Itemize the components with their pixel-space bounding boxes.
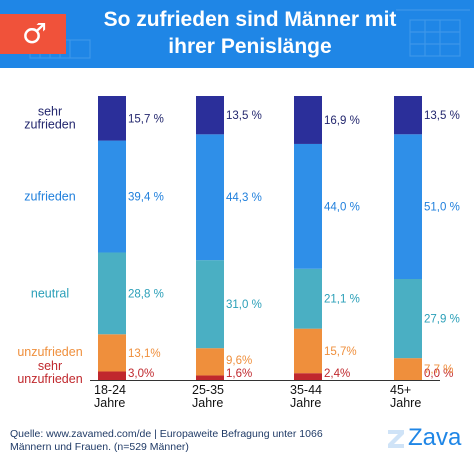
- value-label: 13,5 %: [226, 110, 262, 122]
- bar-segment: [294, 143, 322, 269]
- value-label: 15,7%: [324, 346, 357, 358]
- x-tick-label: Jahre: [94, 396, 125, 410]
- bar-segment: [196, 348, 224, 376]
- value-label: 13,5 %: [424, 110, 460, 122]
- x-tick-label: Jahre: [290, 396, 321, 410]
- bar-segment: [394, 278, 422, 359]
- title-line-2: ihrer Penislänge: [168, 35, 332, 58]
- value-label: 39,4 %: [128, 192, 164, 204]
- bar-segment: [294, 96, 322, 144]
- value-label: 9,6%: [226, 355, 252, 367]
- value-label: 44,3 %: [226, 192, 262, 204]
- bar-segment: [294, 373, 322, 380]
- header-decoration: [29, 9, 470, 59]
- x-tick-label: 45+: [390, 383, 411, 397]
- source-line-2: Männern und Frauen. (n=529 Männer): [10, 441, 189, 453]
- value-label: 3,0%: [128, 368, 154, 380]
- series-label: unzufrieden: [17, 372, 82, 386]
- bar-segment: [98, 371, 126, 380]
- series-label: sehr: [38, 359, 62, 373]
- series-label: sehr: [38, 104, 62, 118]
- series-label: zufrieden: [24, 117, 75, 131]
- value-label: 27,9 %: [424, 314, 460, 326]
- value-label: 51,0 %: [424, 202, 460, 214]
- x-tick-label: 18-24: [94, 383, 126, 397]
- zava-logo: Zava: [386, 424, 464, 452]
- page-title: So zufrieden sind Männer mit ihrer Penis…: [70, 6, 430, 60]
- value-label: 28,8 %: [128, 288, 164, 300]
- series-label: zufrieden: [24, 190, 75, 204]
- bar-segment: [196, 96, 224, 135]
- bar-segment: [98, 334, 126, 372]
- male-badge: ♂: [0, 14, 66, 54]
- bar-segment: [196, 375, 224, 380]
- value-label: 44,0 %: [324, 201, 360, 213]
- value-label: 15,7 %: [128, 113, 164, 125]
- series-label: neutral: [31, 286, 69, 300]
- value-label: 0,0 %: [424, 368, 453, 380]
- bar-segment: [394, 96, 422, 135]
- bar-segment: [394, 134, 422, 279]
- series-label: unzufrieden: [17, 345, 82, 359]
- value-label: 1,6%: [226, 368, 252, 380]
- zava-logo-mark-icon: [388, 430, 404, 448]
- x-tick-label: Jahre: [390, 396, 421, 410]
- bar-segment: [294, 328, 322, 374]
- x-tick-label: 35-44: [290, 383, 322, 397]
- value-label: 7,7 %: [424, 364, 453, 376]
- x-tick-label: 25-35: [192, 383, 224, 397]
- header-banner: ♂ So zufrieden sind Männer mit ihrer Pen…: [0, 0, 474, 68]
- bar-segment: [98, 252, 126, 335]
- source-note: Quelle: www.zavamed.com/de | Europaweite…: [10, 428, 390, 454]
- male-symbol-icon: ♂: [22, 17, 48, 50]
- bar-segment: [196, 260, 224, 349]
- logo-text: Zava: [408, 424, 462, 451]
- value-label: 21,1 %: [324, 294, 360, 306]
- source-line-1: Quelle: www.zavamed.com/de | Europaweite…: [10, 428, 323, 440]
- bar-segment: [196, 134, 224, 261]
- value-label: 13,1%: [128, 348, 161, 360]
- bar-segment: [394, 358, 422, 380]
- stacked-bar-chart: 3,0% 13,1% 28,8 % 39,4 % 15,7 % 1,6%9,6% 31,0 …: [17, 96, 460, 410]
- bar-segment: [294, 268, 322, 329]
- value-label: 16,9 %: [324, 115, 360, 127]
- bar-segment: [98, 140, 126, 253]
- value-label: 2,4%: [324, 368, 350, 380]
- value-label: 31,0 %: [226, 299, 262, 311]
- x-tick-label: Jahre: [192, 396, 223, 410]
- title-line-1: So zufrieden sind Männer mit: [103, 8, 397, 31]
- bar-segment: [98, 96, 126, 141]
